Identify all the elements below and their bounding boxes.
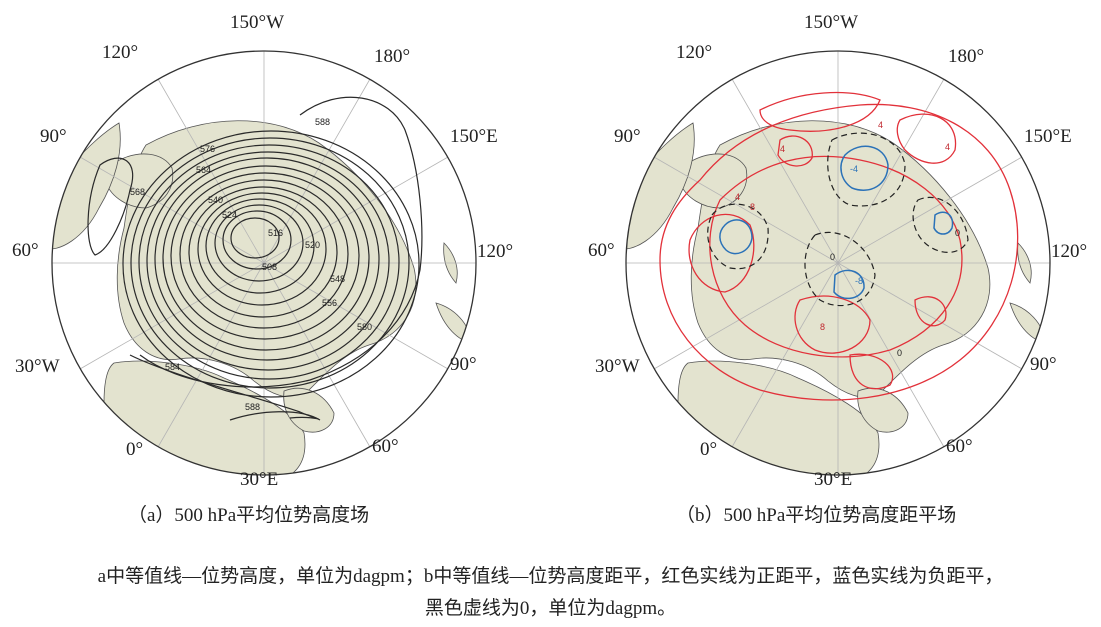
- lon-label: 120°: [676, 42, 712, 63]
- panel-a-contour-labels: 576 564 540 524 516 508 520 548 556 580 …: [130, 117, 372, 412]
- panel-a-map: 576 564 540 524 516 508 520 548 556 580 …: [51, 50, 477, 476]
- lon-label: 60°: [12, 240, 39, 261]
- lon-label: 30°E: [814, 469, 852, 490]
- panel-a-contours: [87, 96, 423, 421]
- contour-label: 8: [820, 322, 825, 332]
- lon-label: 180°: [374, 46, 410, 67]
- lon-label: 90°: [614, 126, 641, 147]
- lon-label: 90°: [40, 126, 67, 147]
- figure-note-line-2: 黑色虚线为0，单位为dagpm。: [424, 598, 677, 619]
- lon-label: 30°W: [595, 356, 640, 377]
- contour-label: 548: [330, 274, 345, 284]
- contour-label: 520: [305, 240, 320, 250]
- contour-label: 516: [268, 228, 283, 238]
- panel-b-negative-contours: [719, 145, 954, 300]
- contour-label: 568: [130, 187, 145, 197]
- lon-label: 0°: [126, 439, 143, 460]
- lon-label: 60°: [588, 240, 615, 261]
- panel-b-graticule: [626, 51, 1050, 475]
- contour-label: 508: [262, 262, 277, 272]
- contour-label: 8: [750, 202, 755, 212]
- contour-label: 4: [878, 120, 883, 130]
- panel-b-lon-labels: 150°W 180° 150°E 120° 90° 60° 30°E 0° 30…: [588, 12, 1087, 490]
- contour-label: 556: [322, 298, 337, 308]
- contour-label: 584: [165, 362, 180, 372]
- lon-label: 30°E: [240, 469, 278, 490]
- contour-label: -4: [850, 164, 858, 174]
- lon-label: 120°: [1051, 241, 1087, 262]
- contour-label: 588: [315, 117, 330, 127]
- lon-label: 120°: [102, 42, 138, 63]
- contour-label: 576: [200, 144, 215, 154]
- lon-label: 120°: [477, 241, 513, 262]
- panel-b-border: [625, 50, 1051, 476]
- contour-label: 0: [955, 228, 960, 238]
- lon-label: 90°: [1030, 354, 1057, 375]
- panel-a-graticule: [52, 51, 476, 475]
- contour-label: 0: [897, 348, 902, 358]
- panel-b-positive-contours: [659, 91, 1019, 401]
- lon-label: 150°E: [1024, 126, 1072, 147]
- contour-label: 4: [780, 144, 785, 154]
- panel-b-map: 4 -4 0 8 4 -8 0 8 4 0 4: [625, 50, 1051, 476]
- lon-label: 60°: [946, 436, 973, 457]
- contour-label: 4: [945, 142, 950, 152]
- contour-label: 588: [245, 402, 260, 412]
- contour-label: 564: [196, 165, 211, 175]
- figure-note-line-1: a中等值线—位势高度，单位为dagpm；b中等值线—位势高度距平，红色实线为正距…: [97, 566, 1004, 587]
- lon-label: 0°: [700, 439, 717, 460]
- contour-label: 540: [208, 195, 223, 205]
- lon-label: 150°E: [450, 126, 498, 147]
- panel-a-border: [51, 50, 477, 476]
- contour-label: 0: [830, 252, 835, 262]
- lon-label: 30°W: [15, 356, 60, 377]
- contour-label: 524: [222, 210, 237, 220]
- contour-label: 4: [735, 192, 740, 202]
- lon-label: 150°W: [804, 12, 858, 33]
- contour-label: -8: [855, 276, 863, 286]
- panel-a-lon-labels: 150°W 180° 150°E 120° 90° 60° 30°E 0° 30…: [12, 12, 513, 490]
- lon-label: 90°: [450, 354, 477, 375]
- panel-a-caption: （a）500 hPa平均位势高度场: [128, 505, 370, 526]
- panel-b-contour-labels: 4 -4 0 8 4 -8 0 8 4 0 4: [735, 120, 960, 358]
- lon-label: 150°W: [230, 12, 284, 33]
- lon-label: 60°: [372, 436, 399, 457]
- panel-b-caption: （b）500 hPa平均位势高度距平场: [676, 505, 957, 526]
- panel-b-zero-contours: [707, 132, 969, 307]
- lon-label: 180°: [948, 46, 984, 67]
- contour-label: 580: [357, 322, 372, 332]
